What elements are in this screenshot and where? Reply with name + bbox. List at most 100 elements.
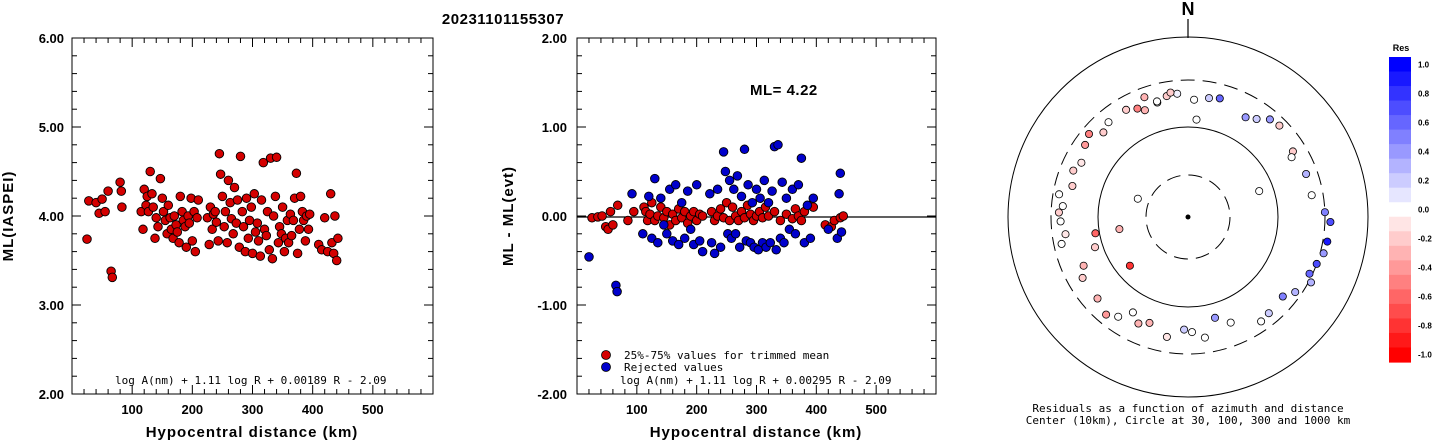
data-point (192, 213, 202, 223)
station-point (1069, 166, 1078, 175)
station-point (1264, 309, 1273, 318)
station-point (1093, 294, 1102, 303)
station-point (1162, 332, 1171, 341)
x-axis-label: Hypocentral distance (km) (146, 424, 359, 441)
data-point (802, 200, 813, 211)
data-point (286, 230, 297, 241)
station-point (1278, 292, 1287, 301)
data-point (838, 211, 849, 221)
data-point (743, 180, 753, 190)
data-point (720, 166, 731, 177)
colorbar-swatches (1389, 57, 1411, 363)
data-point (97, 194, 107, 204)
data-point (238, 221, 249, 232)
data-point (712, 184, 723, 195)
data-point (147, 189, 157, 199)
data-point (255, 251, 266, 261)
data-point (184, 218, 195, 228)
x-tick-label: 200 (181, 402, 203, 417)
azimuth-residual-polar-chart: N Residuals as a function of azimuth and… (1007, 0, 1369, 427)
y-tick-label: -1.00 (537, 298, 567, 313)
station-point (1102, 310, 1111, 319)
station-point (1257, 317, 1266, 326)
x-tick-label: 400 (302, 402, 324, 417)
station-point (1140, 93, 1149, 102)
data-point (730, 229, 741, 239)
station-point (1252, 115, 1261, 124)
data-point (273, 237, 284, 248)
station-point (1054, 208, 1063, 217)
data-point (258, 157, 269, 168)
station-point (1190, 95, 1199, 104)
station-point (1255, 187, 1264, 196)
station-point (1312, 259, 1321, 268)
data-point (724, 175, 735, 186)
station-point (1099, 128, 1108, 137)
colorbar-swatch (1389, 318, 1411, 334)
station-point (1305, 269, 1314, 278)
station-point (1078, 273, 1087, 282)
colorbar-tick-label: 0.0 (1418, 206, 1430, 215)
data-point (264, 245, 275, 255)
data-point (697, 211, 708, 221)
data-point (300, 236, 311, 246)
data-points (82, 148, 343, 283)
station-point (1226, 318, 1235, 327)
data-point (623, 215, 633, 226)
y-tick-labels: 2.00 3.00 4.00 5.00 6.00 (39, 31, 64, 402)
ml-vs-distance-chart: 2.00 3.00 4.00 5.00 6.00 100 200 300 400 500 log… (0, 31, 434, 441)
formula-text: log A(nm) + 1.11 log R + 0.00189 R - 2.0… (115, 374, 387, 387)
station-point (1114, 312, 1123, 321)
data-point (775, 215, 786, 226)
station-point (1140, 106, 1149, 115)
figure-title: 20231101155307 (442, 11, 564, 28)
residual-vs-distance-chart: -2.00 -1.00 0.00 1.00 2.00 100 200 300 400 500 M… (500, 31, 937, 441)
colorbar-swatch (1389, 202, 1411, 218)
data-point (773, 140, 783, 150)
data-point (662, 229, 672, 239)
x-tick-label: 200 (686, 402, 708, 417)
data-point (705, 189, 715, 199)
station-point (1320, 208, 1329, 217)
data-point (584, 252, 594, 262)
data-point (157, 193, 168, 203)
data-point (169, 211, 180, 221)
ring-30km (1145, 174, 1231, 260)
data-point (656, 193, 666, 203)
data-point (627, 189, 637, 199)
station-point (1275, 121, 1284, 130)
station-point (1307, 191, 1316, 200)
data-point (232, 195, 243, 205)
ml-annotation: ML= 4.22 (750, 82, 818, 99)
data-point (279, 246, 290, 257)
data-point (805, 233, 816, 244)
data-point (597, 211, 607, 221)
colorbar-swatch (1389, 289, 1411, 305)
y-tick-labels: -2.00 -1.00 0.00 1.00 2.00 (537, 31, 567, 402)
data-point (150, 233, 160, 244)
data-point (605, 206, 616, 217)
colorbar-tick-label: 0.2 (1418, 177, 1430, 186)
data-point (213, 236, 223, 246)
data-point (291, 168, 302, 179)
data-point (190, 246, 201, 257)
data-point (727, 202, 738, 212)
colorbar-swatch (1389, 347, 1411, 363)
legend-marker-rejected (601, 362, 611, 372)
station-point (1057, 239, 1066, 248)
data-point (277, 202, 288, 212)
polar-caption-line-1: Residuals as a function of azimuth and d… (1032, 402, 1343, 415)
station-point (1081, 140, 1090, 149)
colorbar-tick-label: 0.8 (1418, 89, 1430, 98)
data-point (163, 200, 174, 211)
data-point (650, 173, 660, 184)
x-tick-label: 500 (865, 402, 887, 417)
data-point (777, 177, 787, 187)
data-point (691, 180, 702, 190)
data-point (210, 206, 220, 217)
data-point (181, 242, 192, 252)
colorbar-swatch (1389, 158, 1411, 174)
y-axis-label: ML - ML(evt) (500, 166, 517, 266)
colorbar-swatch (1389, 274, 1411, 290)
colorbar-swatch (1389, 71, 1411, 87)
